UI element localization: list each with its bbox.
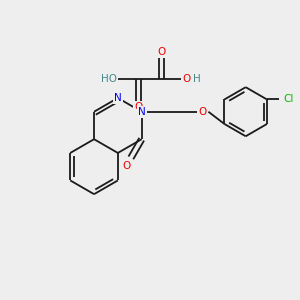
Text: HO: HO (101, 74, 117, 84)
Text: N: N (114, 93, 122, 103)
Text: N: N (138, 107, 146, 117)
Text: O: O (134, 102, 142, 112)
Text: H: H (193, 74, 201, 84)
Text: O: O (198, 107, 207, 117)
Text: O: O (182, 74, 190, 84)
Text: Cl: Cl (283, 94, 294, 104)
Text: O: O (158, 47, 166, 57)
Text: O: O (123, 161, 131, 171)
